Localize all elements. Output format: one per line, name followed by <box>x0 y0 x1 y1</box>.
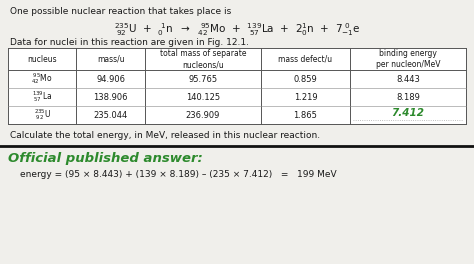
Text: nucleus: nucleus <box>27 54 57 64</box>
Text: 0.859: 0.859 <box>293 74 317 83</box>
Text: binding energy
per nucleon/MeV: binding energy per nucleon/MeV <box>376 49 440 69</box>
Text: $^{235}_{\ 92}$U  +  $^{\ 1}_{0}$n  $\rightarrow$  $^{\ 95}_{42}$Mo  +  $^{139}_: $^{235}_{\ 92}$U + $^{\ 1}_{0}$n $\right… <box>114 21 360 38</box>
Text: 140.125: 140.125 <box>186 92 220 101</box>
Text: Official published answer:: Official published answer: <box>8 152 203 165</box>
Text: $^{\ 95}_{42}$Mo: $^{\ 95}_{42}$Mo <box>31 72 53 86</box>
Text: One possible nuclear reaction that takes place is: One possible nuclear reaction that takes… <box>10 7 231 16</box>
Text: 1.219: 1.219 <box>293 92 317 101</box>
Text: 8.443: 8.443 <box>396 74 420 83</box>
Text: 1.865: 1.865 <box>293 111 318 120</box>
Text: 235.044: 235.044 <box>93 111 128 120</box>
Text: total mass of separate
nucleons/u: total mass of separate nucleons/u <box>160 49 246 69</box>
Text: mass/u: mass/u <box>97 54 125 64</box>
Text: Data for nuclei in this reaction are given in Fig. 12.1.: Data for nuclei in this reaction are giv… <box>10 38 249 47</box>
Text: $^{235}_{\ 92}$U: $^{235}_{\ 92}$U <box>34 107 51 122</box>
Text: 236.909: 236.909 <box>186 111 220 120</box>
Text: 8.189: 8.189 <box>396 92 420 101</box>
Text: 138.906: 138.906 <box>93 92 128 101</box>
Text: mass defect/u: mass defect/u <box>278 54 332 64</box>
Text: 95.765: 95.765 <box>188 74 218 83</box>
Bar <box>8 48 466 124</box>
Text: energy = (95 × 8.443) + (139 × 8.189) – (235 × 7.412)   =   199 MeV: energy = (95 × 8.443) + (139 × 8.189) – … <box>20 170 337 179</box>
Text: $^{139}_{\ 57}$La: $^{139}_{\ 57}$La <box>32 89 53 105</box>
Text: Calculate the total energy, in MeV, released in this nuclear reaction.: Calculate the total energy, in MeV, rele… <box>10 131 320 140</box>
Text: 94.906: 94.906 <box>96 74 125 83</box>
Text: 7.412: 7.412 <box>392 108 425 118</box>
